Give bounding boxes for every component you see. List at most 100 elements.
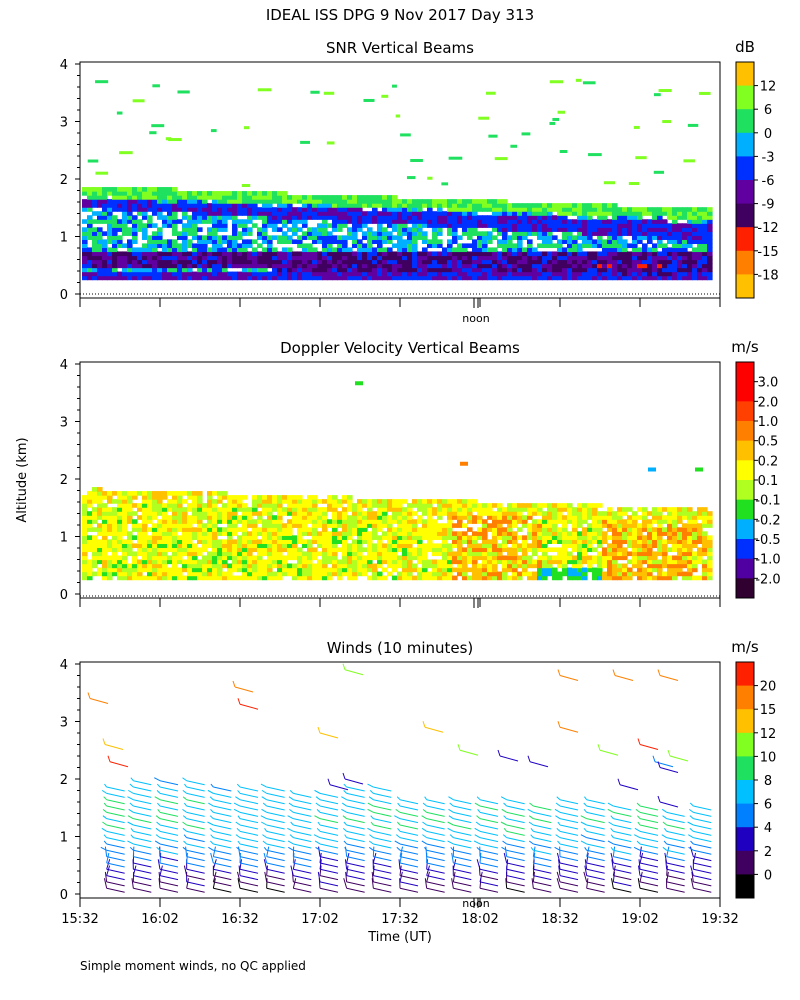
doppler-cell — [222, 507, 228, 512]
doppler-cell — [707, 567, 713, 573]
snr-cell — [477, 243, 483, 249]
snr-cell — [147, 191, 153, 196]
doppler-cell — [252, 511, 258, 516]
doppler-cell — [167, 523, 173, 528]
doppler-cell — [157, 499, 163, 504]
snr-cell — [397, 251, 403, 257]
doppler-cell — [577, 503, 583, 508]
doppler-cell — [172, 559, 178, 565]
snr-cell — [657, 271, 663, 277]
doppler-cell — [597, 531, 603, 536]
snr-cell — [667, 247, 673, 253]
snr-cell — [312, 271, 318, 277]
doppler-cell — [447, 559, 453, 565]
doppler-cell — [422, 527, 428, 532]
doppler-cell — [612, 511, 618, 516]
doppler-cell — [522, 515, 528, 520]
doppler-cell — [327, 575, 333, 581]
wind-barb — [213, 837, 232, 843]
doppler-cell — [677, 559, 683, 565]
snr-cell — [352, 211, 358, 216]
doppler-cell — [157, 507, 163, 512]
snr-cell — [217, 195, 223, 200]
doppler-cell — [142, 535, 148, 540]
snr-cell — [292, 271, 298, 277]
doppler-cell — [482, 543, 488, 549]
snr-cell — [377, 247, 383, 253]
snr-cell — [462, 267, 468, 273]
snr-cell — [162, 255, 168, 261]
snr-cell — [137, 203, 143, 208]
doppler-cell — [512, 543, 518, 549]
doppler-cell — [472, 499, 478, 504]
doppler-cell — [427, 507, 433, 512]
colorbar-label: -12 — [757, 221, 778, 236]
snr-cell — [357, 239, 363, 244]
doppler-cell — [587, 531, 593, 536]
snr-cell — [222, 227, 228, 232]
doppler-cell — [227, 543, 233, 549]
snr-cell — [517, 231, 523, 236]
doppler-cell — [307, 507, 313, 512]
doppler-cell — [122, 543, 128, 549]
snr-cell — [697, 267, 703, 273]
snr-cell — [632, 267, 638, 273]
doppler-cell — [322, 551, 328, 557]
doppler-cell — [437, 543, 443, 549]
snr-cell — [292, 199, 298, 204]
snr-cell — [552, 227, 558, 232]
doppler-cell — [237, 563, 243, 569]
snr-cell — [567, 247, 573, 253]
snr-cell — [412, 215, 418, 220]
doppler-cell — [267, 535, 273, 540]
doppler-cell — [547, 503, 553, 508]
snr-cell — [567, 267, 573, 273]
doppler-cell — [202, 539, 208, 544]
snr-cell — [312, 247, 318, 253]
wind-barb-flag — [182, 789, 187, 794]
doppler-cell — [162, 495, 168, 500]
snr-cell — [147, 271, 153, 277]
doppler-cell — [432, 559, 438, 565]
doppler-colorbar: 3.02.01.00.50.20.1-0.1-0.2-0.5-1.0-2.0 — [735, 361, 781, 599]
doppler-cell — [552, 539, 558, 544]
doppler-cell — [202, 511, 208, 516]
doppler-cell — [342, 559, 348, 565]
doppler-cell — [222, 511, 228, 516]
snr-cell — [387, 219, 393, 224]
doppler-cell — [177, 555, 183, 561]
snr-cell — [602, 243, 608, 249]
snr-cell — [232, 259, 238, 265]
doppler-cell — [222, 491, 228, 496]
snr-cell — [282, 199, 288, 204]
snr-cell — [497, 243, 503, 249]
doppler-cell — [507, 555, 513, 561]
doppler-cell — [347, 527, 353, 532]
doppler-cell — [437, 575, 443, 581]
doppler-cell — [277, 507, 283, 512]
doppler-cell — [332, 535, 338, 540]
snr-cell — [682, 231, 688, 236]
snr-cell — [652, 231, 658, 236]
doppler-cell — [297, 499, 303, 504]
snr-cell — [507, 239, 513, 244]
snr-cell — [147, 215, 153, 220]
snr-cell — [192, 247, 198, 253]
doppler-cell — [572, 567, 578, 573]
doppler-cell — [242, 527, 248, 532]
doppler-cell — [112, 507, 118, 512]
snr-cell — [497, 207, 503, 212]
doppler-cell — [242, 575, 248, 581]
snr-cell — [322, 211, 328, 216]
snr-cell — [662, 267, 668, 273]
snr-cell — [332, 239, 338, 244]
doppler-cell — [292, 575, 298, 581]
doppler-cell — [87, 511, 93, 516]
doppler-cell — [87, 491, 93, 496]
snr-cell — [262, 207, 268, 212]
wind-barb — [159, 837, 179, 843]
snr-cell — [497, 263, 503, 269]
snr-cell — [412, 239, 418, 244]
wind-barb — [106, 868, 125, 874]
snr-cell — [457, 215, 463, 220]
